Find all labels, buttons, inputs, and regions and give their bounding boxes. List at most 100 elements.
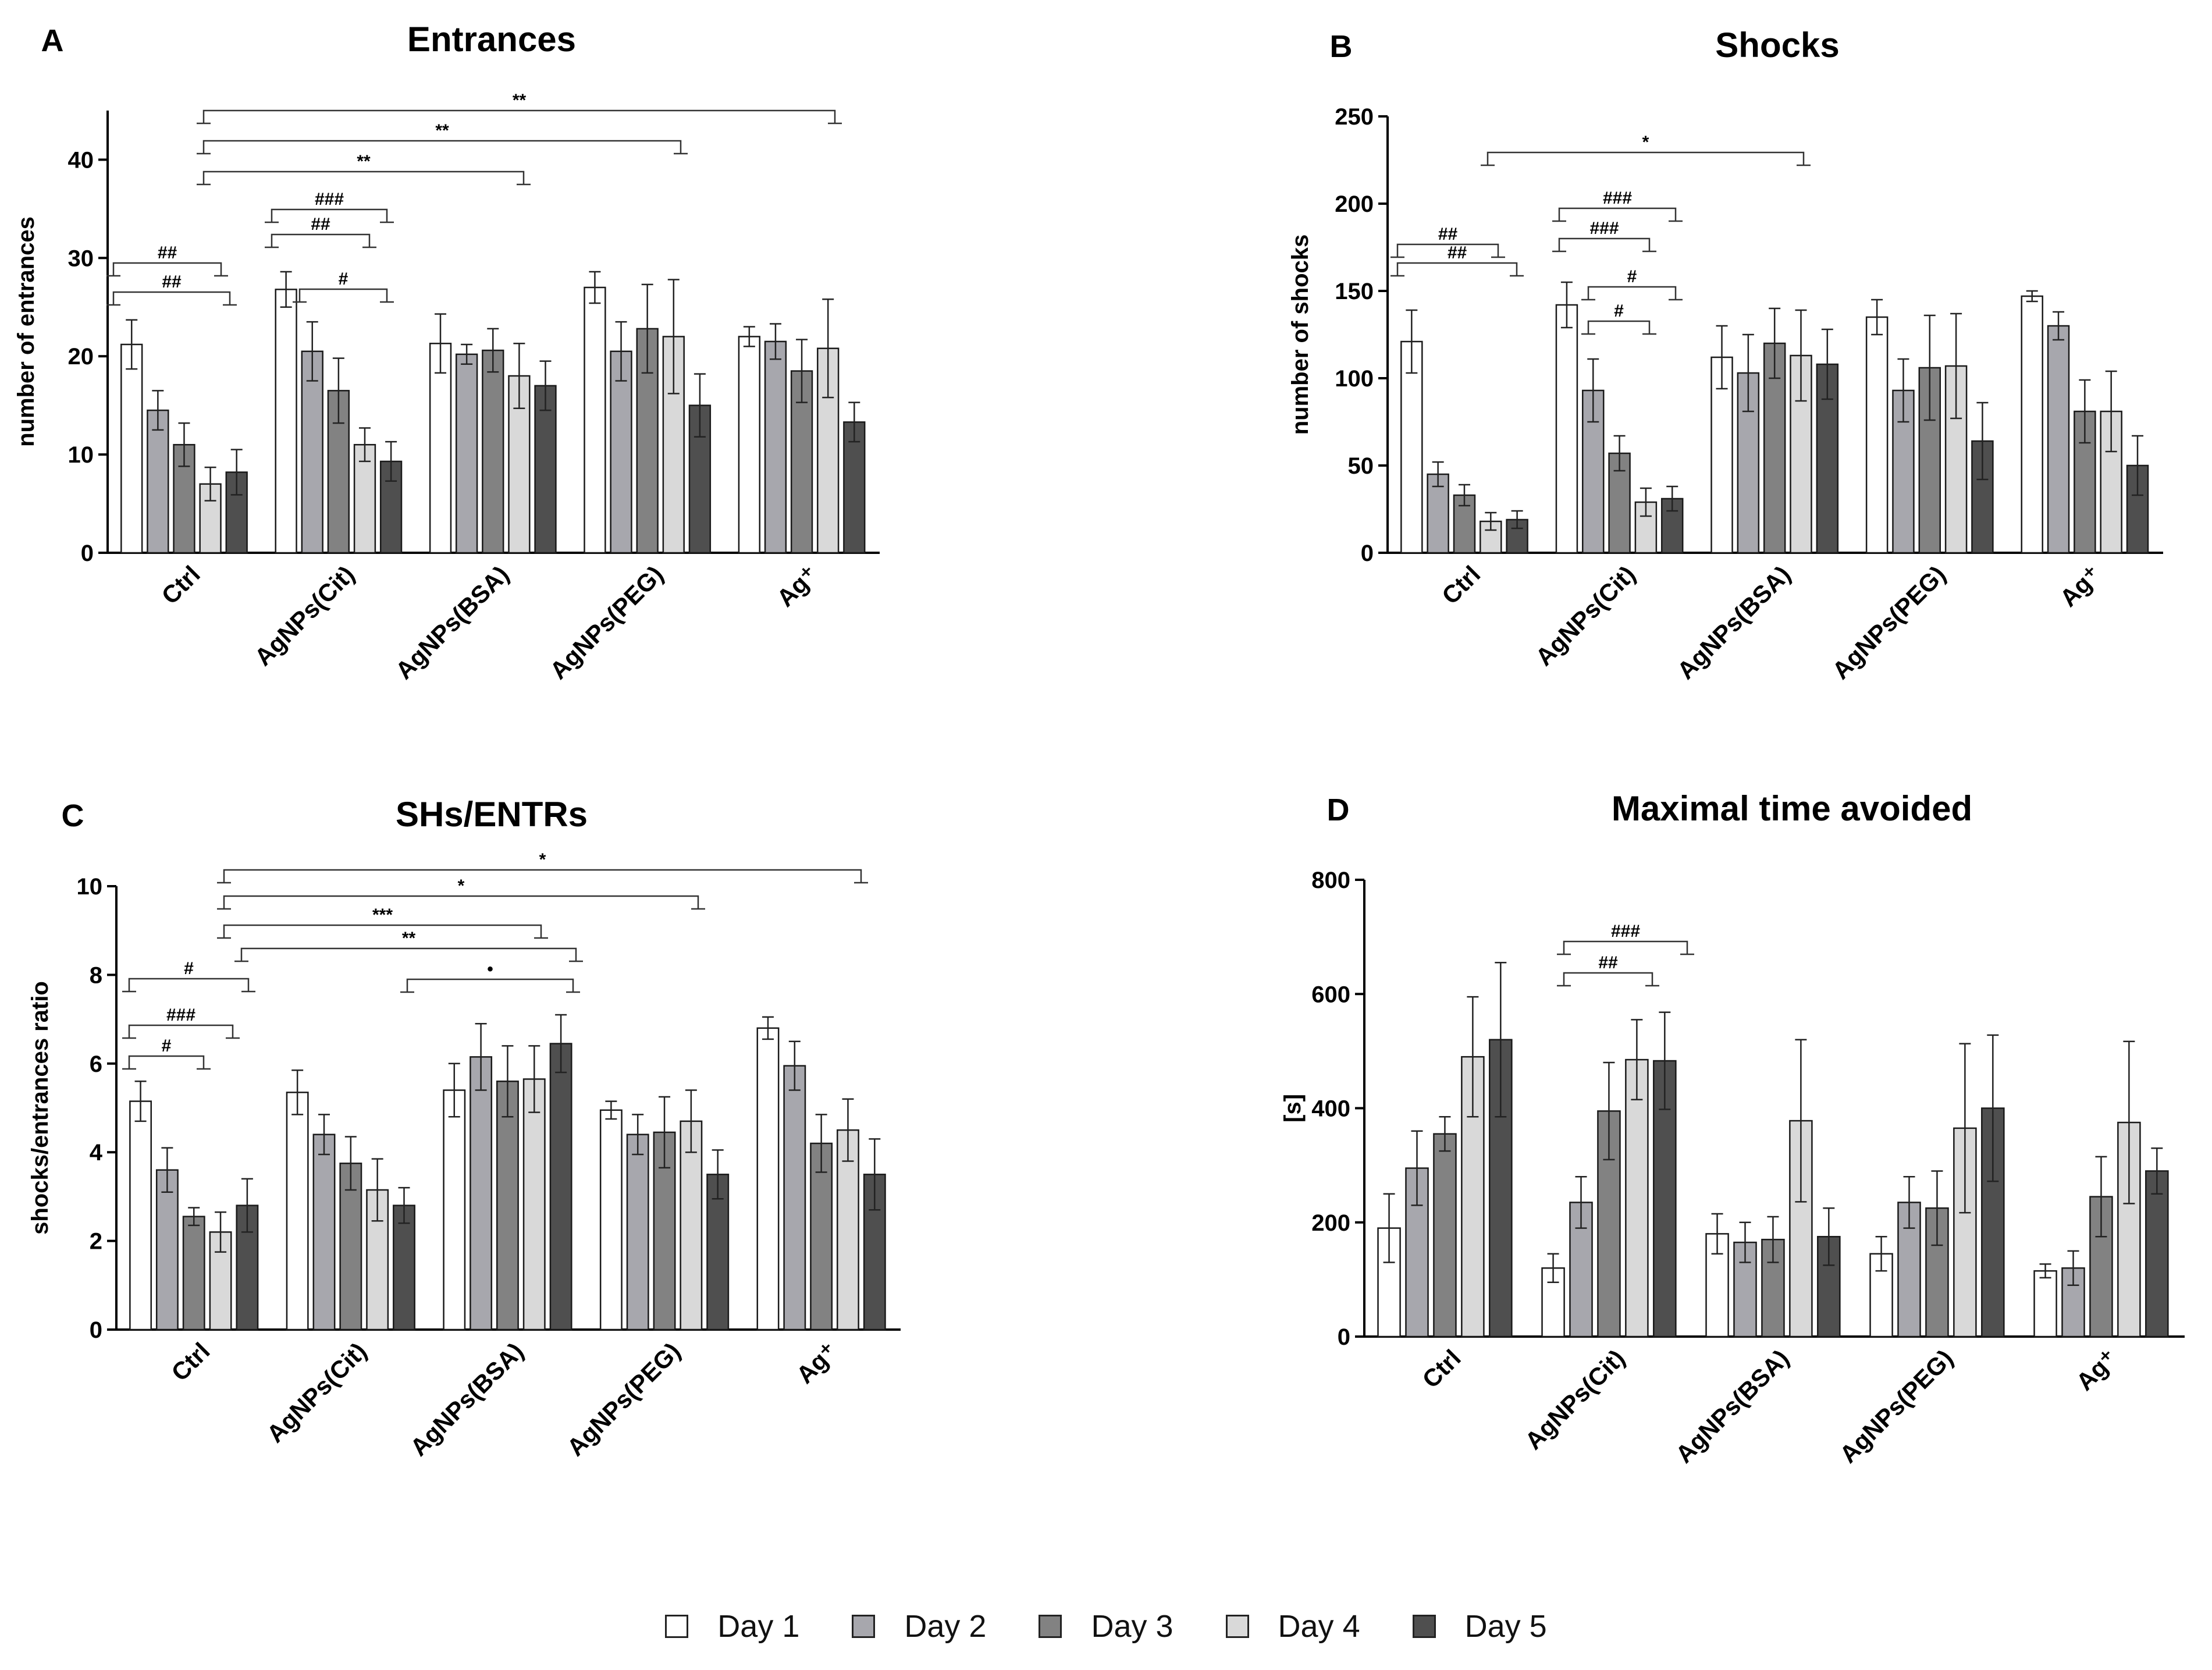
- y-tick-label: 2: [90, 1229, 102, 1255]
- x-tick-label: AgNPs(Cit): [1520, 1344, 1630, 1455]
- significance-label: ##: [1598, 953, 1618, 972]
- significance-bracket: [1563, 972, 1653, 986]
- significance-label: ###: [1603, 189, 1632, 208]
- x-tick-label: AgNPs(Cit): [1530, 560, 1641, 671]
- bar-day-3: [173, 443, 195, 554]
- bar-day-4: [1625, 1058, 1649, 1338]
- bar-day-1: [599, 1109, 623, 1331]
- y-tick-label: 200: [1335, 191, 1374, 217]
- x-tick-label: AgNPs(PEG): [1827, 560, 1951, 684]
- bar-day-1: [129, 1100, 152, 1331]
- significance-label: *: [458, 876, 465, 896]
- panel-c: C SHs/ENTRs 0 2 4 6 8 10 shocks/entrances ratio C…: [27, 795, 901, 1461]
- legend-label-day-5: Day 5: [1464, 1609, 1547, 1644]
- bar-day-3: [339, 1163, 362, 1331]
- significance-bracket: [406, 978, 574, 992]
- y-tick-label: 10: [77, 874, 103, 900]
- x-tick-label: Ag⁺: [2071, 1344, 2122, 1395]
- significance-label: ***: [372, 905, 393, 925]
- bar-day-2: [301, 350, 323, 554]
- legend-swatch-day-2: [852, 1615, 876, 1638]
- bar-day-3: [496, 1081, 519, 1331]
- significance-label: #: [1627, 267, 1637, 286]
- bar-day-5: [534, 385, 557, 554]
- significance-bracket: [271, 208, 388, 222]
- significance-bracket: [202, 140, 682, 154]
- bar-day-1: [286, 1092, 309, 1331]
- x-tick-label: Ag⁺: [2054, 560, 2106, 612]
- y-tick-label: 8: [90, 962, 102, 988]
- y-tick-label: 30: [68, 246, 94, 271]
- significance-label: ##: [162, 272, 182, 292]
- y-tick-label: 10: [68, 442, 94, 468]
- bar-day-1: [2033, 1270, 2057, 1338]
- significance-bracket: [298, 288, 388, 302]
- significance-bracket: [240, 947, 577, 961]
- y-tick-label: 4: [90, 1140, 103, 1166]
- significance-bracket: [128, 1024, 234, 1038]
- x-tick-label: AgNPs(Cit): [261, 1337, 372, 1448]
- bar-day-1: [443, 1089, 466, 1331]
- legend-label-day-1: Day 1: [717, 1609, 800, 1644]
- significance-label: ##: [311, 215, 330, 234]
- bar-day-2: [155, 1169, 179, 1331]
- y-tick-label: 0: [1338, 1324, 1350, 1350]
- significance-label: #: [1614, 301, 1624, 321]
- bar-day-2: [610, 350, 632, 554]
- y-tick-label: 200: [1311, 1210, 1350, 1236]
- bar-day-4: [522, 1078, 546, 1331]
- bar-day-2: [455, 353, 478, 554]
- significance-bracket: [223, 895, 699, 909]
- significance-bracket: [1558, 207, 1677, 221]
- legend-swatch-day-5: [1412, 1615, 1436, 1638]
- x-tick-label: AgNPs(BSA): [390, 560, 514, 684]
- legend-swatch-day-3: [1039, 1615, 1062, 1638]
- legend-swatch-day-1: [665, 1615, 689, 1638]
- significance-bracket: [1396, 243, 1499, 257]
- y-axis-label: [s]: [1280, 1094, 1306, 1122]
- significance-bracket: [1486, 151, 1805, 165]
- significance-label: **: [435, 121, 449, 140]
- significance-label: ###: [166, 1005, 195, 1025]
- bar-day-2: [470, 1056, 493, 1331]
- y-tick-label: 150: [1335, 279, 1374, 304]
- bar-day-1: [1710, 356, 1733, 554]
- significance-bracket: [1563, 940, 1688, 954]
- legend-item-day-1: Day 1: [665, 1608, 799, 1644]
- bar-day-3: [636, 328, 659, 554]
- y-tick-label: 6: [90, 1051, 102, 1077]
- x-tick-label: AgNPs(PEG): [561, 1337, 685, 1461]
- bar-day-4: [837, 1129, 859, 1331]
- bar-day-5: [706, 1174, 730, 1331]
- significance-label: **: [513, 91, 527, 110]
- bar-day-2: [783, 1065, 806, 1331]
- x-tick-label: AgNPs(BSA): [405, 1337, 529, 1461]
- significance-label: #: [339, 269, 348, 289]
- chart-title: Shocks: [1715, 26, 1839, 65]
- bar-day-1: [1555, 304, 1578, 554]
- bar-day-2: [2047, 325, 2070, 554]
- bar-day-5: [1971, 440, 1994, 554]
- legend-label-day-3: Day 3: [1091, 1609, 1173, 1644]
- x-tick-label: Ctrl: [1436, 560, 1485, 609]
- bar-day-3: [810, 1142, 833, 1331]
- bar-day-1: [584, 286, 606, 554]
- significance-bracket: [128, 978, 250, 992]
- bar-day-2: [147, 409, 169, 554]
- significance-label: •: [487, 960, 493, 979]
- x-tick-label: AgNPs(Cit): [249, 560, 360, 671]
- panel-a: A Entrances 0 10 20 30 40 number of entrances Ct…: [13, 20, 880, 684]
- significance-bracket: [202, 170, 525, 184]
- significance-label: *: [1642, 133, 1649, 152]
- bar-day-5: [549, 1043, 572, 1331]
- chart-title: Entrances: [407, 20, 576, 59]
- panel-letter: A: [41, 23, 64, 58]
- bar-day-2: [312, 1134, 336, 1331]
- x-tick-label: AgNPs(PEG): [1834, 1344, 1958, 1468]
- legend: Day 1 Day 2 Day 3 Day 4 Day 5: [0, 1603, 2212, 1650]
- significance-bracket: [1587, 320, 1651, 334]
- significance-label: ###: [1589, 219, 1619, 238]
- legend-label-day-4: Day 4: [1278, 1609, 1360, 1644]
- significance-bracket: [128, 1055, 205, 1069]
- y-tick-label: 50: [1348, 453, 1374, 479]
